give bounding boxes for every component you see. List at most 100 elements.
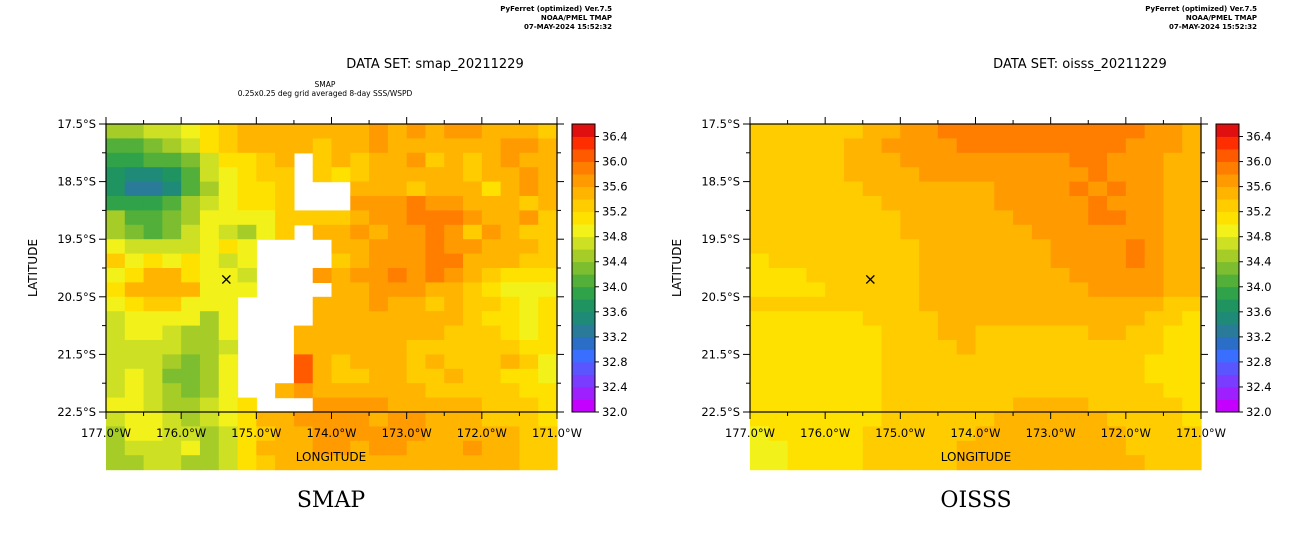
heatmap-cell xyxy=(331,354,351,370)
colorbar-label: 32.8 xyxy=(1246,355,1272,369)
heatmap-cell xyxy=(1182,268,1202,283)
colorbar-bin xyxy=(1216,324,1239,338)
heatmap-cell xyxy=(500,268,521,283)
location-marker: × xyxy=(864,270,877,289)
heatmap-cell xyxy=(181,282,201,298)
heatmap-cell xyxy=(750,239,770,255)
heatmap-cell xyxy=(406,268,427,283)
heatmap-cell xyxy=(825,167,845,183)
heatmap-cell xyxy=(106,311,126,327)
heatmap-cell xyxy=(331,340,351,355)
heatmap-cell xyxy=(900,224,920,240)
heatmap-cell xyxy=(1107,426,1127,442)
heatmap-cell xyxy=(481,325,502,341)
heatmap-cell xyxy=(956,455,977,471)
heatmap-cell xyxy=(1050,124,1071,139)
heatmap-cell xyxy=(369,296,389,312)
heatmap-cell xyxy=(937,196,958,211)
heatmap-cell xyxy=(900,340,920,355)
heatmap-cell xyxy=(881,124,901,139)
heatmap-cell xyxy=(143,426,163,442)
heatmap-cell xyxy=(919,282,939,298)
oisss-panel: PyFerret (optimized) Ver.7.5 NOAA/PMEL T… xyxy=(670,5,1272,513)
heatmap-cell xyxy=(919,124,939,139)
heatmap-cell xyxy=(218,196,239,211)
heatmap-cell xyxy=(463,296,483,312)
heatmap-cell xyxy=(1031,210,1052,226)
heatmap-cell xyxy=(843,239,864,255)
heatmap-cell xyxy=(218,340,239,355)
heatmap-cell xyxy=(843,152,864,168)
heatmap-cell xyxy=(199,397,220,413)
heatmap-cell xyxy=(825,239,845,255)
heatmap-cell xyxy=(1050,412,1071,427)
heatmap-cell xyxy=(768,325,789,341)
heatmap-cell xyxy=(806,196,826,211)
heatmap-cell xyxy=(444,196,464,211)
heatmap-cell xyxy=(1088,138,1108,154)
heatmap-cell xyxy=(1069,426,1089,442)
heatmap-cell xyxy=(975,354,995,370)
heatmap-cell xyxy=(387,224,408,240)
heatmap-cell xyxy=(1182,196,1202,211)
heatmap-cell xyxy=(463,340,483,355)
heatmap-cell xyxy=(293,426,314,442)
heatmap-cell xyxy=(1163,340,1183,355)
heatmap-cell xyxy=(481,124,502,139)
heatmap-cell xyxy=(994,124,1014,139)
heatmap-cell xyxy=(1050,311,1071,327)
heatmap-cell xyxy=(519,311,539,327)
heatmap-cell xyxy=(1107,253,1127,269)
heatmap-cell xyxy=(1144,210,1165,226)
heatmap-cell xyxy=(1125,412,1146,427)
heatmap-cell xyxy=(1013,296,1033,312)
heatmap-cell xyxy=(1182,311,1202,327)
heatmap-cell xyxy=(881,152,901,168)
colorbar-bin xyxy=(572,261,595,275)
heatmap-cell xyxy=(143,152,163,168)
heatmap-cell xyxy=(806,426,826,442)
heatmap-cell xyxy=(1050,340,1071,355)
heatmap-cell xyxy=(1069,167,1089,183)
heatmap-cell xyxy=(806,440,826,456)
heatmap-cell xyxy=(975,383,995,399)
heatmap-cell xyxy=(106,412,126,427)
heatmap-cell xyxy=(825,181,845,197)
heatmap-cell xyxy=(956,196,977,211)
heatmap-cell xyxy=(312,224,333,240)
heatmap-cell xyxy=(881,181,901,197)
heatmap-cell xyxy=(124,268,145,283)
heatmap-cell xyxy=(919,152,939,168)
heatmap-cell xyxy=(956,253,977,269)
heatmap-cell xyxy=(237,210,257,226)
heatmap-cell xyxy=(1069,325,1089,341)
heatmap-cell xyxy=(768,152,789,168)
heatmap-cell xyxy=(1163,138,1183,154)
location-marker: × xyxy=(220,270,233,289)
heatmap-cell xyxy=(124,397,145,413)
heatmap-cell xyxy=(919,397,939,413)
oisss-bottom-label: OISSS xyxy=(940,488,1011,513)
heatmap-cell xyxy=(331,152,351,168)
heatmap-cell xyxy=(256,167,276,183)
heatmap-cell xyxy=(1050,224,1071,240)
heatmap-cell xyxy=(787,268,807,283)
y-tick-label: 21.5°S xyxy=(701,347,740,361)
heatmap-cell xyxy=(1163,224,1183,240)
heatmap-cell xyxy=(463,412,483,427)
colorbar-bin xyxy=(1216,374,1239,388)
oisss-location-marker: × xyxy=(864,270,877,289)
heatmap-cell xyxy=(1125,224,1146,240)
heatmap-cell xyxy=(862,383,883,399)
heatmap-cell xyxy=(406,282,427,298)
heatmap-cell xyxy=(387,196,408,211)
heatmap-cell xyxy=(1088,239,1108,255)
heatmap-cell xyxy=(900,296,920,312)
heatmap-cell xyxy=(106,340,126,355)
heatmap-cell xyxy=(881,239,901,255)
heatmap-cell xyxy=(750,282,770,298)
heatmap-cell xyxy=(1050,282,1071,298)
heatmap-cell xyxy=(1125,268,1146,283)
heatmap-cell xyxy=(1107,354,1127,370)
heatmap-cell xyxy=(143,268,163,283)
